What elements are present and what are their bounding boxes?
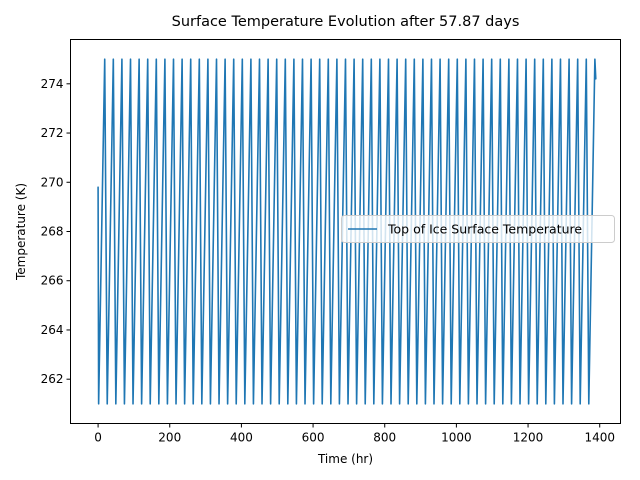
x-tick-label: 800 [373, 431, 396, 445]
y-tick-label: 274 [41, 77, 64, 91]
chart-title: Surface Temperature Evolution after 57.8… [172, 14, 520, 30]
x-tick-label: 400 [230, 431, 253, 445]
x-tick-label: 600 [302, 431, 325, 445]
x-axis: 0 200 400 600 800 1000 1200 1400 [94, 423, 615, 445]
y-tick-label: 264 [41, 323, 64, 337]
legend-label: Top of Ice Surface Temperature [387, 222, 582, 237]
x-tick-label: 200 [158, 431, 181, 445]
legend-box [341, 215, 615, 243]
x-tick-label: 1400 [584, 431, 615, 445]
y-tick-label: 262 [41, 372, 64, 386]
x-axis-label: Time (hr) [317, 452, 373, 466]
y-tick-label: 266 [41, 274, 64, 288]
y-tick-label: 270 [41, 175, 64, 189]
legend: Top of Ice Surface Temperature [341, 215, 615, 243]
x-tick-label: 1200 [513, 431, 544, 445]
y-tick-label: 268 [41, 225, 64, 239]
x-tick-label: 0 [94, 431, 102, 445]
x-tick-label: 1000 [441, 431, 472, 445]
y-axis-label: Temperature (K) [14, 183, 28, 281]
y-tick-label: 272 [41, 126, 64, 140]
y-axis: 262 264 266 268 270 272 274 [41, 77, 71, 386]
